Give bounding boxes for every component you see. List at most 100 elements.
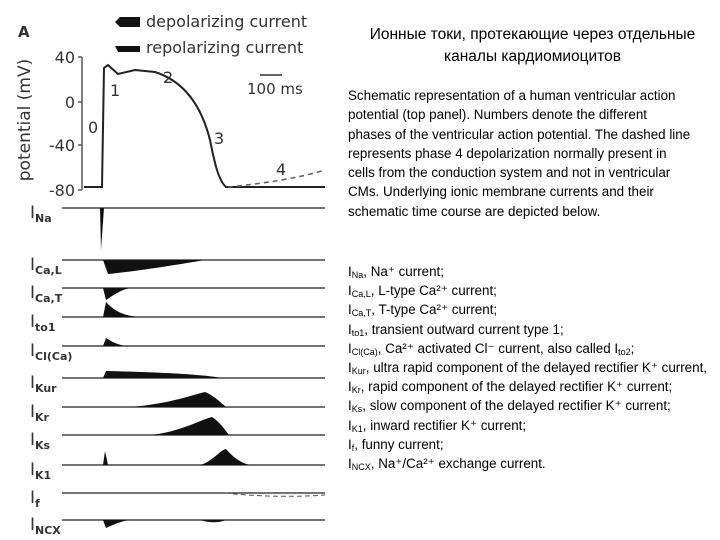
current-label: IKr (30, 402, 50, 424)
legend-text: depolarizing current (146, 12, 307, 31)
y-axis-label: potential (mV) (15, 59, 35, 181)
current-trace (150, 417, 229, 435)
current-trace (103, 520, 226, 528)
phase-label: 4 (276, 160, 286, 179)
subscript: to2 (618, 346, 631, 357)
axis (78, 56, 83, 191)
symbol: I (30, 488, 35, 508)
definition: IKur, ultra rapid component of the delay… (348, 358, 708, 377)
current-label: IK1 (30, 460, 51, 482)
subscript: Na (351, 270, 364, 280)
subscript: Kr (35, 411, 50, 424)
symbol: I (30, 312, 35, 332)
text: I (348, 379, 352, 395)
current-trace (103, 260, 205, 274)
current-trace (103, 302, 140, 317)
text: , rapid component of the delayed rectifi… (360, 379, 673, 395)
symbol: I (30, 373, 35, 393)
text: I (348, 417, 352, 433)
legend-swatch (115, 17, 140, 27)
subscript: to1 (35, 321, 55, 334)
subscript: Ca,L (351, 289, 371, 300)
definition: IKr, rapid component of the delayed rect… (348, 377, 708, 396)
legend-swatch (115, 46, 140, 52)
symbol: I (30, 430, 35, 450)
text: , Na⁺ current; (363, 264, 444, 279)
phase-label: 0 (88, 118, 98, 137)
text: , Na⁺/Ca²⁺ exchange current. (370, 456, 546, 472)
symbol: I (30, 402, 35, 422)
y-tick-label: -80 (49, 181, 75, 200)
subscript: Kur (351, 366, 366, 377)
current-trace (103, 449, 250, 465)
subscript: Ca,T (351, 308, 372, 319)
symbol: I (30, 255, 35, 275)
text: ; (630, 340, 635, 356)
subscript: Ks (351, 404, 363, 415)
scale-label: 100 ms (247, 80, 303, 98)
current-label: If (30, 488, 40, 510)
figure: A depolarizing current repolarizing curr… (15, 12, 326, 537)
text: I (348, 264, 352, 279)
text: , T-type Ca²⁺ current; (371, 302, 498, 318)
text: , L-type Ca²⁺ current; (370, 283, 497, 299)
text: , slow component of the delayed rectifie… (362, 398, 671, 414)
current-label: IKur (30, 373, 57, 395)
subscript: to1 (351, 327, 365, 338)
current-trace (103, 371, 222, 378)
definition: IK1, inward rectifier K⁺ current; (348, 416, 708, 435)
subscript: Cl(Ca) (351, 346, 378, 357)
subscript: Kr (351, 385, 361, 396)
definition: ICa,T, T-type Ca²⁺ current; (348, 300, 708, 319)
text: I (348, 321, 352, 337)
definition: If, funny current; (348, 435, 708, 454)
text: , Ca²⁺ activated Cl⁻ current, also calle… (377, 340, 619, 356)
current-trace (100, 208, 104, 250)
subscript: f (35, 497, 40, 510)
text: , inward rectifier K⁺ current; (362, 417, 527, 433)
legend-text: repolarizing current (146, 38, 303, 57)
definitions: INa, Na⁺ current; ICa,L, L-type Ca²⁺ curr… (348, 262, 708, 473)
current-trace (224, 492, 326, 497)
definition: Ito1, transient outward current type 1; (348, 320, 708, 339)
text: I (348, 456, 352, 472)
definition: ICl(Ca), Ca²⁺ activated Cl⁻ current, als… (348, 339, 708, 358)
panel-label: A (18, 23, 30, 41)
current-label: IKs (30, 430, 51, 452)
phase-label: 3 (214, 129, 224, 148)
definition: ICa,L, L-type Ca²⁺ current; (348, 281, 708, 300)
text: , transient outward current type 1; (364, 321, 564, 337)
text: , ultra rapid component of the delayed r… (365, 360, 708, 376)
text: I (348, 436, 352, 452)
definition: INCX, Na⁺/Ca²⁺ exchange current. (348, 454, 708, 473)
text: I (348, 302, 352, 318)
y-tick-label: -40 (49, 136, 75, 155)
text: I (348, 283, 352, 299)
current-trace (103, 338, 130, 346)
current-label: ICl(Ca) (30, 341, 72, 363)
subscript: NCX (351, 462, 371, 473)
subscript: Ca,L (35, 264, 62, 277)
definition: INa, Na⁺ current; (348, 262, 708, 281)
definition: IKs, slow component of the delayed recti… (348, 396, 708, 415)
y-tick-label: 40 (55, 48, 75, 67)
symbol: I (30, 203, 35, 223)
subscript: Cl(Ca) (35, 350, 72, 363)
text: I (348, 398, 352, 414)
subscript: K1 (351, 423, 363, 434)
description: Schematic representation of a human vent… (348, 88, 691, 219)
subscript: Ks (35, 439, 51, 452)
current-trace (103, 288, 130, 300)
subscript: K1 (35, 469, 51, 482)
symbol: I (30, 341, 35, 361)
current-label: ICa,T (30, 283, 63, 305)
symbol: I (30, 515, 35, 535)
subscript: Kur (35, 382, 57, 395)
y-tick-label: 0 (65, 93, 75, 112)
current-label: ICa,L (30, 255, 62, 277)
phase-label: 1 (110, 81, 120, 100)
subscript: Na (35, 212, 52, 225)
action-potential (84, 63, 325, 188)
current-label: INCX (30, 515, 61, 537)
